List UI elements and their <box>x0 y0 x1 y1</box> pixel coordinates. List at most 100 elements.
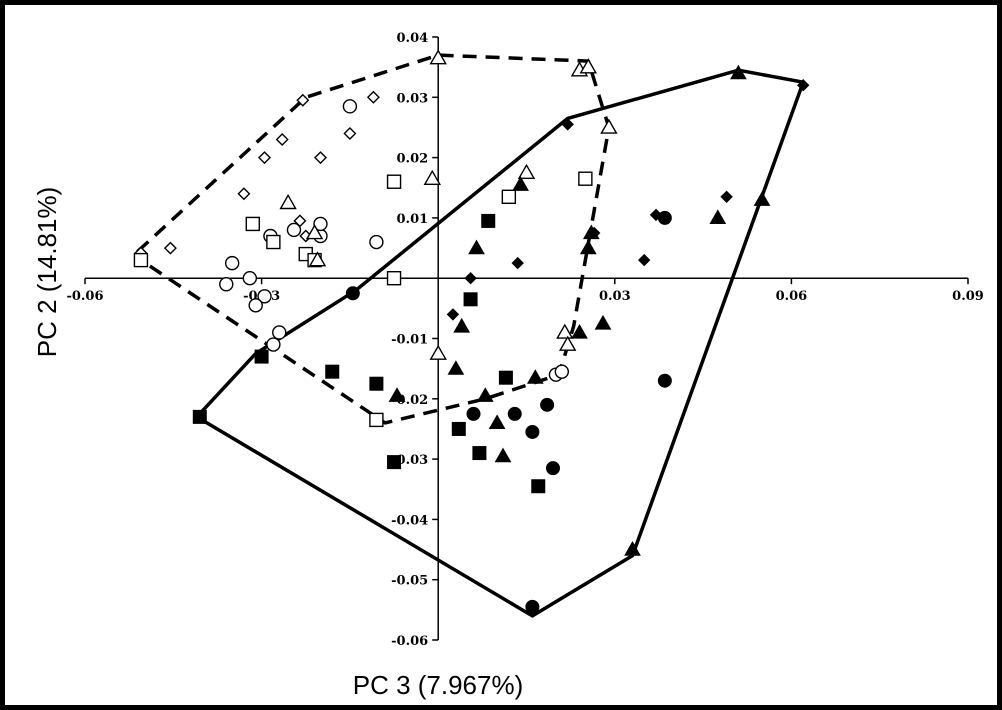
filled-triangle-point <box>512 176 529 191</box>
open-triangle-point <box>308 251 327 267</box>
open-triangle-point <box>579 58 598 74</box>
filled-square-point <box>254 349 269 364</box>
filled-square-point <box>498 370 513 385</box>
filled-circle-point <box>657 373 672 388</box>
open-diamond-point <box>275 133 289 146</box>
open-circle-point <box>242 271 258 286</box>
open-triangle-point <box>279 193 297 210</box>
open-square-point <box>386 174 402 189</box>
x-tick-label: 0.03 <box>599 289 631 304</box>
filled-circle-point <box>540 397 555 412</box>
open-diamond-point <box>343 127 357 140</box>
open-circle-point <box>554 364 570 379</box>
open-diamond-point <box>258 151 271 165</box>
y-tick-label: 0.01 <box>397 212 429 227</box>
open-circle-point <box>313 216 328 232</box>
open-square-point <box>501 189 517 204</box>
filled-square-point <box>192 409 207 424</box>
y-tick-label: -0.06 <box>391 634 428 649</box>
filled-triangle-point <box>624 540 641 556</box>
filled-diamond-point <box>464 271 477 285</box>
open-triangle-point <box>517 163 536 180</box>
filled-diamond-point <box>561 118 574 131</box>
y-tick-label: -0.04 <box>391 513 428 528</box>
filled-triangle-point <box>582 224 600 240</box>
filled-triangle-point <box>488 414 506 429</box>
open-square-point <box>245 216 260 232</box>
open-circle-point <box>272 325 287 340</box>
filled-square-point <box>451 421 466 436</box>
x-tick-label: -0.06 <box>66 289 103 304</box>
y-tick-label: -0.05 <box>391 574 428 589</box>
open-triangle-point <box>423 169 442 186</box>
filled-triangle-point <box>571 323 588 339</box>
open-triangle-point <box>429 49 447 65</box>
open-circle-point <box>219 277 234 292</box>
open-triangle-point <box>305 224 324 240</box>
y-tick-label: 0.04 <box>397 31 429 46</box>
filled-triangle-point <box>579 239 597 255</box>
open-circle-point <box>266 337 281 352</box>
open-circle-point <box>342 99 358 114</box>
filled-square-point <box>472 446 487 461</box>
filled-circle-point <box>525 424 540 439</box>
filled-diamond-point <box>446 308 460 321</box>
data-points <box>133 49 810 614</box>
open-circle-point <box>257 289 272 304</box>
filled-triangle-point <box>468 239 485 255</box>
filled-circle-point <box>545 461 560 476</box>
open-diamond-point <box>237 187 251 201</box>
open-triangle-point <box>558 335 577 351</box>
filled-triangle-point <box>476 387 494 402</box>
convex-hulls <box>136 53 805 618</box>
axes <box>85 37 968 640</box>
open-diamond-point <box>314 151 327 165</box>
filled-triangle-point <box>709 209 727 224</box>
filled-diamond-point <box>796 78 810 92</box>
filled-triangle-point <box>594 314 612 330</box>
open-square-point <box>133 252 149 268</box>
open-diamond-point <box>366 90 380 104</box>
x-tick-label: 0.06 <box>776 289 808 304</box>
open-diamond-point <box>163 241 177 255</box>
filled-square-point <box>531 479 546 494</box>
solid-hull <box>195 68 805 618</box>
open-diamond-point <box>296 93 310 107</box>
open-triangle-point <box>600 118 618 134</box>
open-circle-point <box>369 234 384 250</box>
open-square-point <box>386 271 402 286</box>
open-triangle-point <box>556 323 574 339</box>
filled-circle-point <box>657 210 672 225</box>
filled-circle-point <box>507 406 522 421</box>
open-square-point <box>578 171 593 186</box>
y-axis-title: PC 2 (14.81%) <box>32 187 62 358</box>
y-tick-label: 0.03 <box>397 91 429 106</box>
filled-triangle-point <box>388 387 406 402</box>
filled-square-point <box>463 292 478 307</box>
x-tick-label: 0.09 <box>952 289 984 304</box>
filled-square-point <box>325 364 340 379</box>
open-triangle-point <box>429 344 447 360</box>
filled-circle-point <box>466 406 481 421</box>
filled-square-point <box>369 376 384 391</box>
filled-triangle-point <box>453 317 471 333</box>
y-tick-label: -0.01 <box>391 333 428 348</box>
y-tick-label: 0.02 <box>397 152 429 167</box>
filled-triangle-point <box>494 447 512 463</box>
open-square-point <box>266 234 281 250</box>
tick-labels: -0.06-0.030.030.060.090.040.030.020.01-0… <box>66 31 983 649</box>
filled-square-point <box>481 213 496 228</box>
filled-triangle-point <box>753 191 771 206</box>
filled-circle-point <box>345 286 360 301</box>
filled-diamond-point <box>511 256 524 270</box>
filled-circle-point <box>525 599 540 614</box>
open-circle-point <box>224 255 240 271</box>
open-circle-point <box>248 298 263 313</box>
open-square-point <box>369 412 384 428</box>
filled-diamond-point <box>637 253 651 267</box>
filled-square-point <box>387 455 402 470</box>
filled-triangle-point <box>526 369 544 384</box>
filled-triangle-point <box>447 360 465 375</box>
